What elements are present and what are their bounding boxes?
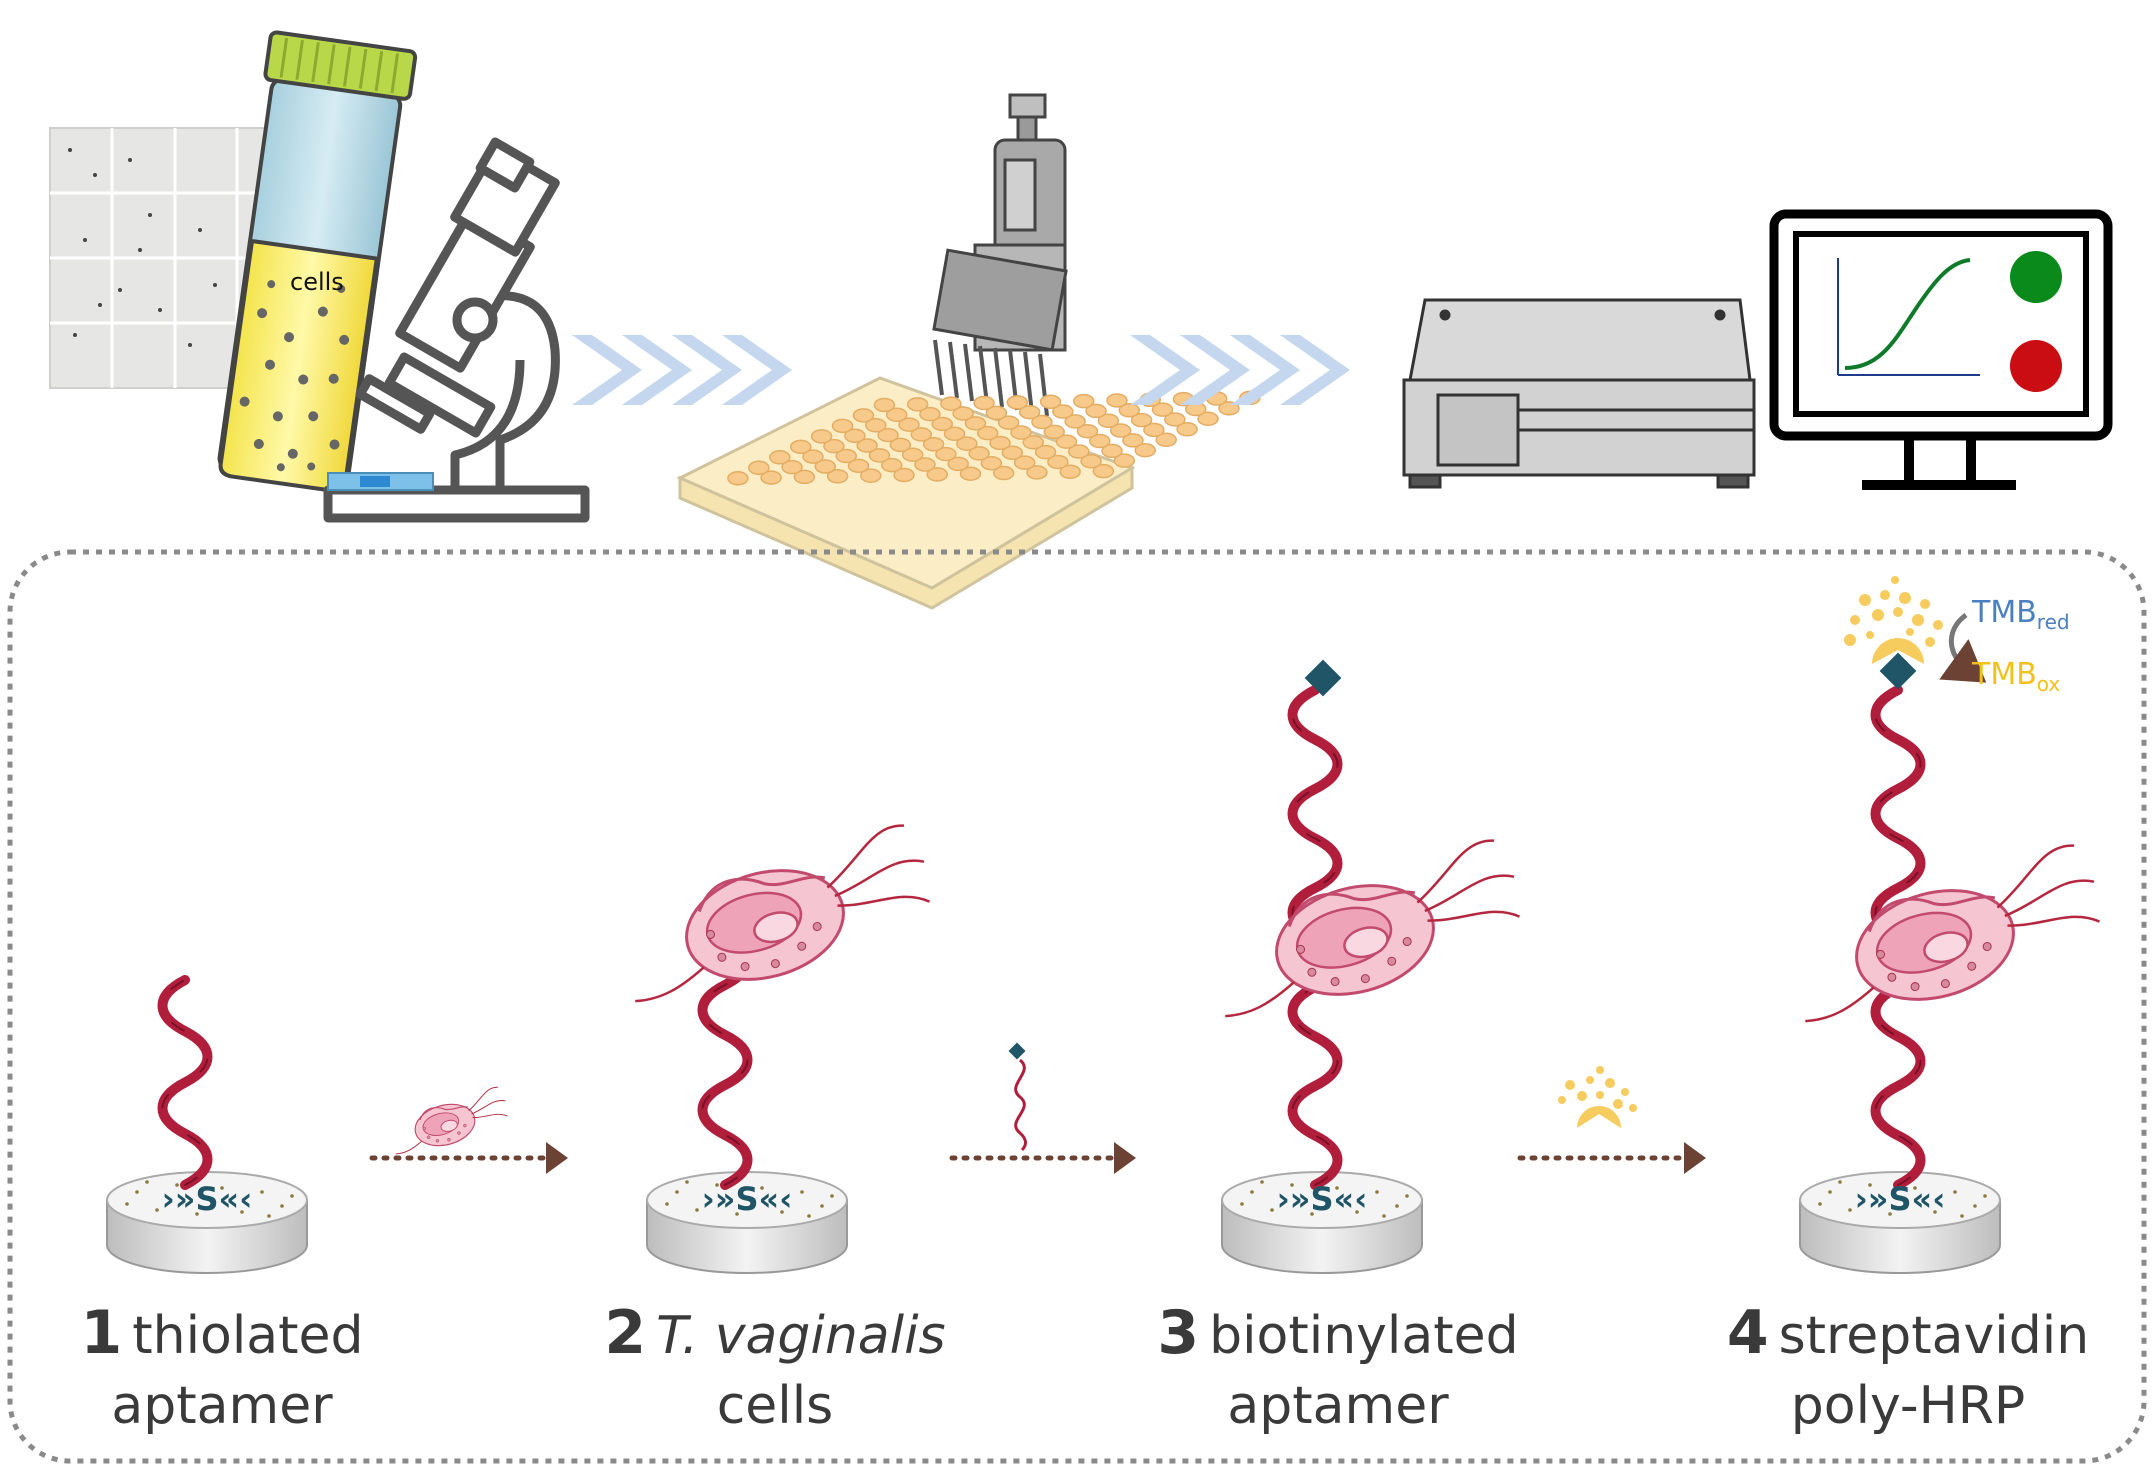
step-2-label: 2 T. vaginalis cells bbox=[604, 1298, 946, 1436]
small-biotinylated-aptamer-icon bbox=[1008, 1042, 1027, 1152]
aptamer-strand-2 bbox=[697, 930, 753, 1190]
tmb-conversion-arrow bbox=[1939, 612, 1987, 683]
step-1-label: 1 thiolated aptamer bbox=[80, 1298, 364, 1436]
tmb-oxidized-label: TMBox bbox=[1972, 657, 2061, 696]
sensor-surface-icon-2 bbox=[646, 1171, 848, 1274]
thiol-label-2: ›»S«‹ bbox=[701, 1180, 793, 1218]
step-arrow-3-head bbox=[1684, 1142, 1706, 1174]
microscope-slide-icon bbox=[327, 472, 434, 491]
chevron-arrows-icon-2 bbox=[1130, 335, 1350, 405]
thiol-label-4: ›»S«‹ bbox=[1854, 1180, 1946, 1218]
sensor-surface-icon-4 bbox=[1799, 1171, 2001, 1274]
t-vaginalis-cell-3 bbox=[1225, 839, 1521, 1018]
tube-label: cells bbox=[290, 268, 344, 296]
step-4-label: 4 streptavidin poly-HRP bbox=[1726, 1298, 2090, 1436]
t-vaginalis-cell-small bbox=[395, 1086, 508, 1155]
microscope-icon bbox=[323, 137, 590, 523]
status-dot-green bbox=[2010, 251, 2062, 303]
plate-reader-icon bbox=[1402, 298, 1756, 489]
step-arrow-1-head bbox=[546, 1142, 568, 1174]
hrp-enzyme-icon bbox=[1844, 576, 1943, 664]
step-3-label: 3 biotinylated aptamer bbox=[1157, 1298, 1519, 1436]
biotin-tag-icon-4 bbox=[1879, 652, 1917, 690]
tmb-reduced-label: TMBred bbox=[1972, 595, 2070, 634]
sensor-surface-icon-1 bbox=[106, 1171, 308, 1274]
test-tube-icon bbox=[217, 30, 418, 493]
biotin-tag-icon-3 bbox=[1304, 659, 1342, 697]
status-dot-red bbox=[2010, 340, 2062, 392]
small-hrp-icon bbox=[1558, 1066, 1637, 1128]
thiol-label-3: ›»S«‹ bbox=[1276, 1180, 1368, 1218]
monitor-icon bbox=[1769, 209, 2113, 490]
t-vaginalis-cell-4 bbox=[1805, 844, 2101, 1023]
chevron-arrows-icon-1 bbox=[572, 335, 792, 405]
step-arrow-2-head bbox=[1114, 1142, 1136, 1174]
aptamer-strand-1 bbox=[157, 975, 213, 1190]
t-vaginalis-cell-2 bbox=[635, 824, 931, 1003]
sensor-surface-icon-3 bbox=[1221, 1171, 1423, 1274]
thiol-label-1: ›»S«‹ bbox=[161, 1180, 253, 1218]
multichannel-pipette-icon bbox=[932, 93, 1068, 417]
well-plate-icon bbox=[676, 376, 1261, 610]
assay-steps-panel bbox=[7, 549, 2147, 1464]
